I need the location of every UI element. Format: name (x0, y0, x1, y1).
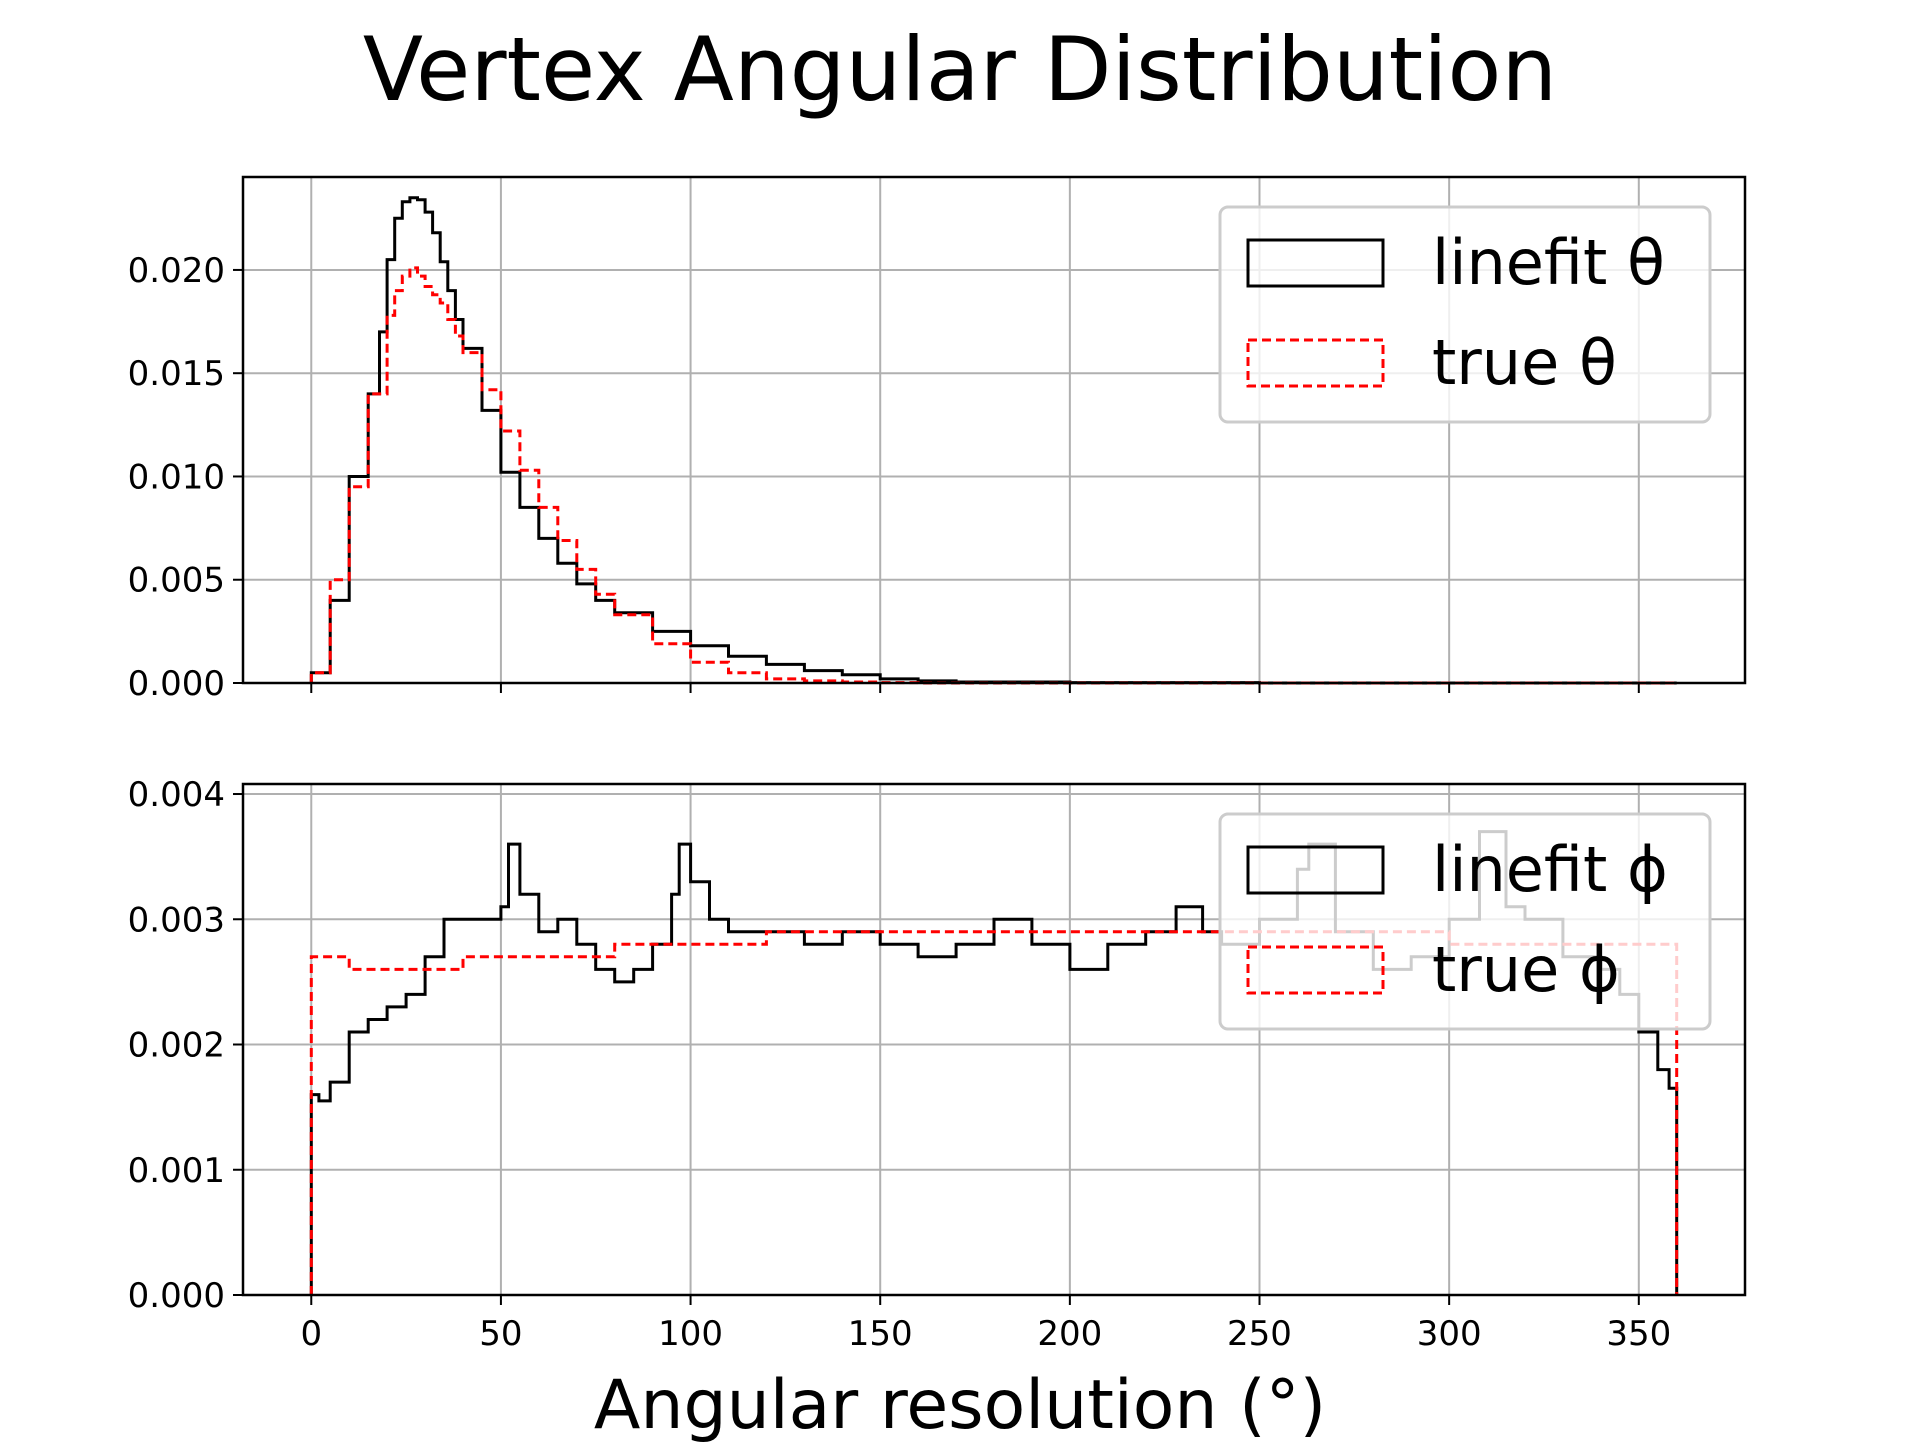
y-tick-label: 0.020 (128, 251, 225, 291)
panel-top: 0.000 0.005 0.010 0.015 0.020 linefit θ true θ (128, 175, 1747, 704)
legend-label-linefit: linefit ϕ (1432, 833, 1668, 906)
x-axis-label: Angular resolution (°) (593, 1366, 1327, 1445)
y-tick-label: 0.010 (128, 457, 225, 497)
series-line-true (309, 266, 1677, 685)
x-tick-label: 250 (1227, 1314, 1292, 1354)
legend-box (1218, 205, 1712, 424)
chart-title: Vertex Angular Distribution (362, 18, 1558, 121)
axes-frame (241, 175, 1747, 685)
y-tick-label: 0.001 (128, 1151, 225, 1191)
y-tick-label: 0.003 (128, 900, 225, 940)
legend-label-true: true ϕ (1432, 933, 1620, 1006)
legend-label-linefit: linefit θ (1432, 226, 1665, 299)
legend-swatch-linefit (1246, 845, 1385, 895)
y-tick-label: 0.004 (128, 775, 225, 815)
y-tick-label: 0.005 (128, 561, 225, 601)
series-line-linefit (309, 196, 1677, 685)
x-tick-label: 350 (1606, 1314, 1671, 1354)
panel-bottom: 0 50 100 150 200 250 300 350 0.000 0.001 0.002 0.00… (128, 775, 1747, 1354)
legend-swatch-true (1246, 338, 1385, 388)
legend: linefit θ true θ (1218, 205, 1712, 424)
x-tick-label: 50 (479, 1314, 522, 1354)
axes-frame (241, 782, 1747, 1297)
legend-box (1218, 812, 1712, 1031)
x-tick-label: 150 (848, 1314, 913, 1354)
y-tick-label: 0.002 (128, 1026, 225, 1066)
y-tick-label: 0.000 (128, 1276, 225, 1316)
x-tick-label: 0 (300, 1314, 322, 1354)
x-tick-label: 200 (1037, 1314, 1102, 1354)
legend-label-true: true θ (1432, 326, 1617, 399)
x-tick-label: 100 (658, 1314, 723, 1354)
y-tick-label: 0.000 (128, 664, 225, 704)
y-tick-label: 0.015 (128, 354, 225, 394)
legend-swatch-linefit (1246, 238, 1385, 288)
legend: linefit ϕ true ϕ (1218, 812, 1712, 1031)
legend-swatch-true (1246, 945, 1385, 995)
x-tick-label: 300 (1417, 1314, 1482, 1354)
